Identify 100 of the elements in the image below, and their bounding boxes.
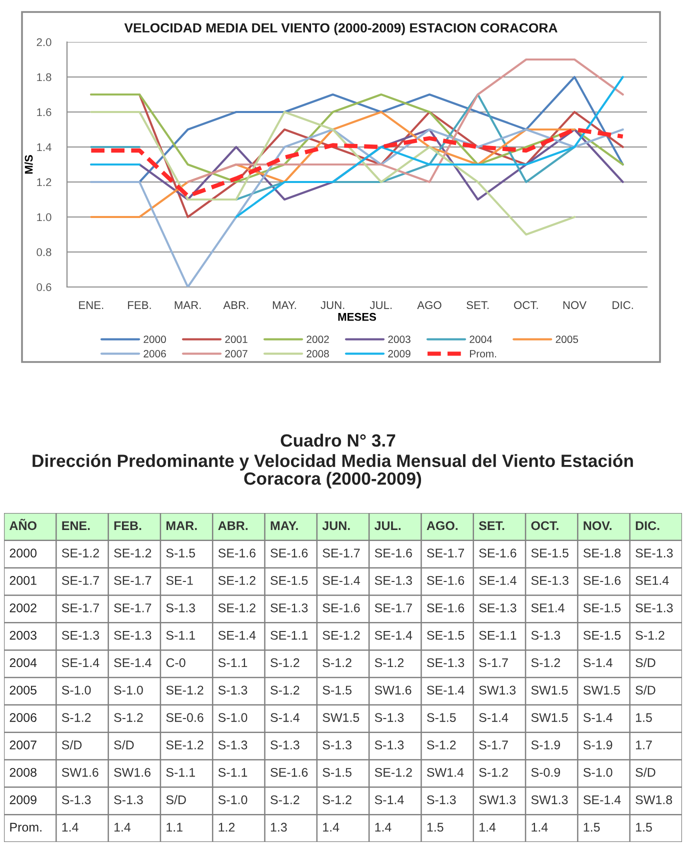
data-label: 1.5 <box>636 822 652 832</box>
x-tick-label: ENE. <box>79 301 104 309</box>
y-tick-label: Prom. <box>10 822 42 832</box>
x-tick-label: AGO. <box>426 521 458 530</box>
text: SE-1 <box>166 576 193 585</box>
text: SE-0.6 <box>166 713 204 722</box>
text: SE-1.2 <box>62 548 99 558</box>
x-tick-label: ABR. <box>218 521 248 530</box>
text: S-0.9 <box>531 768 560 777</box>
text: S-1.2 <box>636 630 664 640</box>
text: SE-1.3 <box>62 630 100 640</box>
data-label: 1.1 <box>166 822 182 832</box>
text: SE-1.6 <box>427 576 464 585</box>
x-axis-title: MESES <box>338 312 376 321</box>
text: S-1.7 <box>479 658 508 668</box>
text: SW1.6 <box>374 686 412 695</box>
text: S-1.5 <box>322 686 352 695</box>
text: SE-1.6 <box>427 603 464 612</box>
text: S-1.1 <box>218 658 248 668</box>
text: SW1.8 <box>636 795 672 804</box>
text: SE-1.4 <box>479 576 516 585</box>
text: S-1.2 <box>479 768 508 777</box>
text: S-1.0 <box>62 686 91 695</box>
text: SE-1.4 <box>322 576 360 585</box>
text: S-1.2 <box>531 658 560 668</box>
legend-label: 2006 <box>144 350 166 358</box>
text: SW1.3 <box>531 795 568 804</box>
text: SW1.6 <box>62 768 98 777</box>
text: S-1.1 <box>166 630 195 640</box>
data-label: 1.5 <box>427 822 444 832</box>
legend-label: 2009 <box>388 350 410 358</box>
text: S-1.2 <box>322 795 352 804</box>
text: SE-1.3 <box>636 548 673 558</box>
text: SE-1.1 <box>479 630 516 640</box>
y-tick-label: 1.2 <box>37 178 52 186</box>
text: SW1.6 <box>114 768 150 777</box>
legend-label: 2001 <box>225 336 248 344</box>
text: S-1.2 <box>322 658 352 668</box>
y-tick-label: 2006 <box>10 713 36 722</box>
text: SE-1.5 <box>583 603 621 612</box>
x-tick-label: AGO <box>417 301 442 310</box>
data-label: 1.7 <box>636 740 652 750</box>
x-tick-label: JUL. <box>374 521 401 530</box>
text: SE-1.4 <box>114 658 152 668</box>
text: S-1.1 <box>166 768 195 777</box>
data-label: 1.4 <box>62 822 78 832</box>
text: SE-1.6 <box>218 548 256 558</box>
text: SE-1.3 <box>636 603 673 612</box>
data-label: 1.2 <box>218 822 235 832</box>
x-tick-label: OCT. <box>531 521 558 530</box>
text: SE-1.4 <box>583 795 621 804</box>
text: S-1.3 <box>114 795 143 804</box>
text: S-1.9 <box>583 740 612 750</box>
text: SE-1.3 <box>374 576 412 585</box>
text: S/D <box>636 768 656 777</box>
text: SE-1.8 <box>583 548 621 558</box>
text: SE-1.3 <box>427 658 464 668</box>
text: SW1.3 <box>479 686 516 695</box>
text: SE-1.4 <box>374 630 412 640</box>
y-axis-title: AÑO <box>10 518 36 530</box>
text: S-1.3 <box>218 686 248 695</box>
y-tick-label: 2002 <box>10 603 36 612</box>
chart-title: VELOCIDAD MEDIA DEL VIENTO (2000-2009) ESTACION CORACORA <box>124 22 558 36</box>
text: S-1.2 <box>427 740 456 750</box>
text: S-1.2 <box>62 713 91 722</box>
text: S/D <box>62 740 82 750</box>
text: SE-1.6 <box>583 576 621 585</box>
x-tick-label: JUN. <box>320 301 344 310</box>
text: S-1.2 <box>270 658 300 668</box>
text: S-1.4 <box>583 658 612 668</box>
x-tick-label: OCT. <box>514 301 538 310</box>
y-tick-label: 2.0 <box>36 38 52 46</box>
text: SW1.3 <box>479 795 516 804</box>
text: S-1.0 <box>218 713 248 722</box>
text: SE-1.3 <box>531 576 568 585</box>
text: SE-1.7 <box>114 576 152 585</box>
text: S-1.1 <box>218 768 248 777</box>
text: S-1.2 <box>270 795 300 804</box>
text: SE-1.3 <box>270 603 308 612</box>
text: S-1.4 <box>270 713 300 722</box>
text: SE-1.4 <box>218 630 256 640</box>
text: S-1.5 <box>427 713 456 722</box>
text: S-1.3 <box>427 795 456 804</box>
data-label: 1.3 <box>270 822 287 832</box>
text: S-1.5 <box>166 548 196 558</box>
x-tick-label: DIC. <box>636 521 660 530</box>
y-tick-label: 2001 <box>10 576 36 585</box>
text: SE-1.7 <box>62 603 99 612</box>
data-label: 1.5 <box>584 822 600 832</box>
text: S-1.2 <box>270 686 300 695</box>
text: SE-1.5 <box>427 630 464 640</box>
text: SW1.5 <box>322 713 360 722</box>
y-axis-title: M/S <box>24 155 33 174</box>
text: SE-1.3 <box>479 603 516 612</box>
text: SE-1.6 <box>270 548 308 558</box>
y-tick-label: 1.8 <box>37 73 52 82</box>
x-tick-label: ABR. <box>223 301 248 309</box>
x-tick-label: MAR. <box>166 521 197 530</box>
text: S-1.7 <box>479 740 508 750</box>
text: S-1.3 <box>374 713 404 722</box>
